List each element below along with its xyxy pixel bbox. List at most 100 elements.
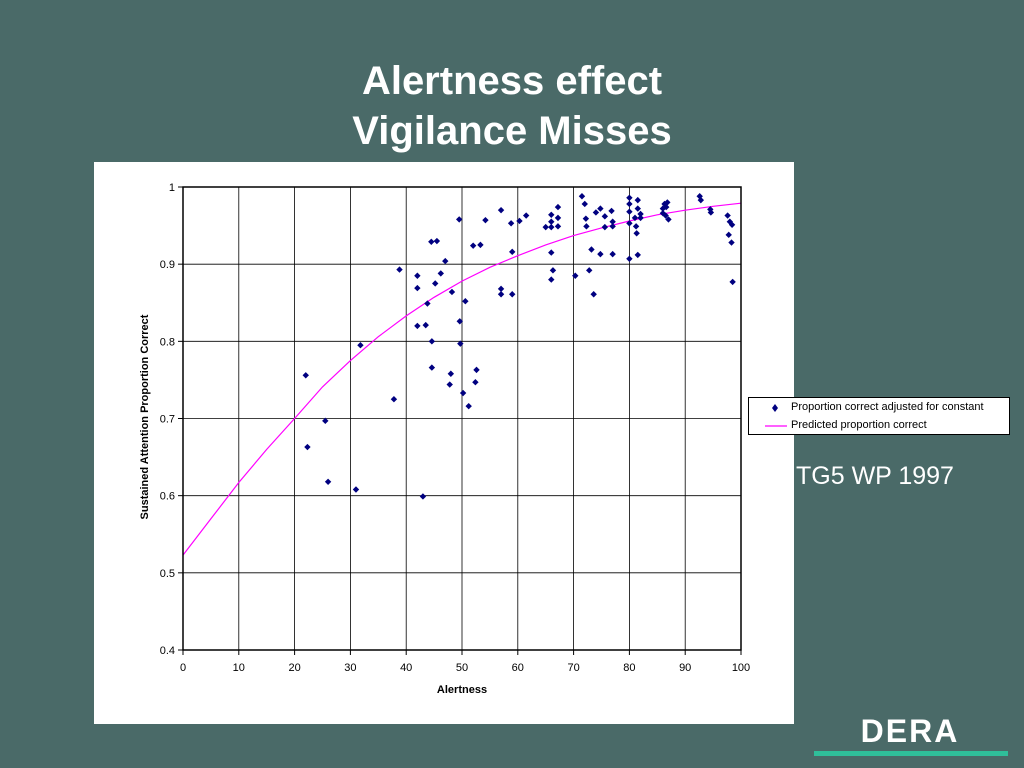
title-line-2: Vigilance Misses	[352, 109, 672, 153]
x-tick-label: 10	[233, 662, 245, 674]
data-point	[428, 364, 436, 371]
data-point	[465, 402, 472, 410]
data-point	[390, 396, 398, 403]
data-point	[634, 251, 641, 259]
data-point	[725, 231, 732, 239]
data-point	[707, 209, 715, 216]
data-point	[554, 223, 562, 230]
x-tick-label: 40	[400, 662, 412, 674]
data-point	[608, 207, 615, 215]
data-point	[448, 288, 456, 296]
data-point	[663, 203, 670, 211]
y-tick-label: 0.5	[160, 568, 175, 580]
data-point	[583, 223, 590, 230]
x-tick-label: 90	[679, 662, 691, 674]
data-point	[634, 196, 641, 204]
data-point	[548, 223, 555, 231]
data-point	[665, 216, 672, 223]
data-point	[424, 300, 431, 307]
title-line-1: Alertness effect	[361, 59, 663, 103]
data-point	[554, 203, 562, 211]
data-point	[728, 239, 735, 246]
y-tick-label: 0.8	[160, 336, 175, 348]
data-point	[482, 216, 489, 224]
data-point	[507, 220, 515, 227]
data-point	[588, 246, 595, 253]
data-point	[456, 216, 463, 223]
data-point	[542, 223, 549, 231]
x-tick-label: 60	[512, 662, 524, 674]
y-tick-label: 0.9	[160, 259, 175, 271]
data-point	[442, 257, 449, 265]
data-point	[428, 238, 435, 245]
x-tick-label: 20	[288, 662, 300, 674]
data-point	[396, 266, 403, 273]
y-tick-label: 0.7	[160, 414, 175, 426]
data-point	[582, 215, 590, 222]
data-point	[572, 272, 579, 279]
data-point	[432, 280, 439, 287]
data-point	[626, 200, 633, 208]
data-point	[626, 255, 633, 262]
data-point	[497, 285, 505, 293]
data-point	[509, 291, 516, 298]
data-point	[548, 276, 555, 283]
data-point	[469, 242, 477, 249]
x-tick-label: 70	[567, 662, 579, 674]
data-point	[522, 212, 530, 219]
data-point	[549, 267, 557, 274]
data-point	[497, 291, 505, 298]
data-point	[661, 200, 668, 208]
data-point	[586, 267, 593, 274]
data-point	[473, 366, 480, 374]
data-point	[597, 250, 604, 258]
data-point	[637, 210, 644, 218]
gridlines	[182, 186, 742, 651]
data-point	[632, 223, 640, 230]
x-tick-label: 50	[456, 662, 468, 674]
data-point	[422, 321, 429, 329]
data-point	[662, 212, 669, 219]
data-point	[728, 221, 736, 229]
data-point	[509, 248, 516, 256]
dera-logo: DERA	[814, 713, 1008, 756]
data-point	[633, 230, 640, 237]
citation-text: TG5 WP 1997	[796, 462, 954, 490]
data-point	[304, 443, 311, 451]
y-tick-label: 1	[169, 182, 175, 194]
data-point	[322, 417, 329, 425]
data-point	[419, 493, 427, 500]
data-point	[548, 249, 555, 256]
data-point	[456, 318, 463, 325]
data-point	[601, 213, 609, 220]
data-point	[414, 284, 421, 292]
data-point	[724, 212, 731, 219]
data-point	[597, 205, 604, 212]
data-points	[302, 193, 736, 500]
data-point	[581, 200, 588, 208]
data-point	[324, 478, 332, 485]
legend-item-predicted: Predicted proportion correct	[749, 417, 1009, 435]
line-marker-icon	[765, 425, 787, 427]
data-point	[601, 223, 609, 231]
data-point	[697, 196, 705, 204]
x-tick-label: 0	[180, 662, 186, 674]
data-point	[548, 211, 555, 218]
data-point	[433, 237, 441, 245]
chart-panel: 0 10 20 30 40 50 60 70 80 90 100 0.4 0.5 0.6 0.7 0.8 0.9…	[94, 162, 794, 724]
data-point	[609, 218, 616, 225]
data-point	[626, 194, 633, 202]
scatter-chart: 0 10 20 30 40 50 60 70 80 90 100 0.4 0.5 0.6 0.7 0.8 0.9…	[139, 182, 750, 696]
data-point	[554, 214, 562, 222]
legend-label-observed: Proportion correct adjusted for constant	[791, 401, 984, 413]
data-point	[664, 199, 671, 206]
x-tick-label: 80	[623, 662, 635, 674]
data-point	[707, 206, 714, 213]
data-point	[414, 322, 421, 330]
data-point	[457, 340, 464, 347]
data-point	[516, 217, 523, 225]
legend-label-predicted: Predicted proportion correct	[791, 419, 927, 431]
data-point	[578, 193, 586, 200]
data-point	[729, 278, 736, 286]
axis-ticks: 0 10 20 30 40 50 60 70 80 90 100 0.4 0.5 0.6 0.7 0.8 0.9…	[160, 182, 750, 674]
